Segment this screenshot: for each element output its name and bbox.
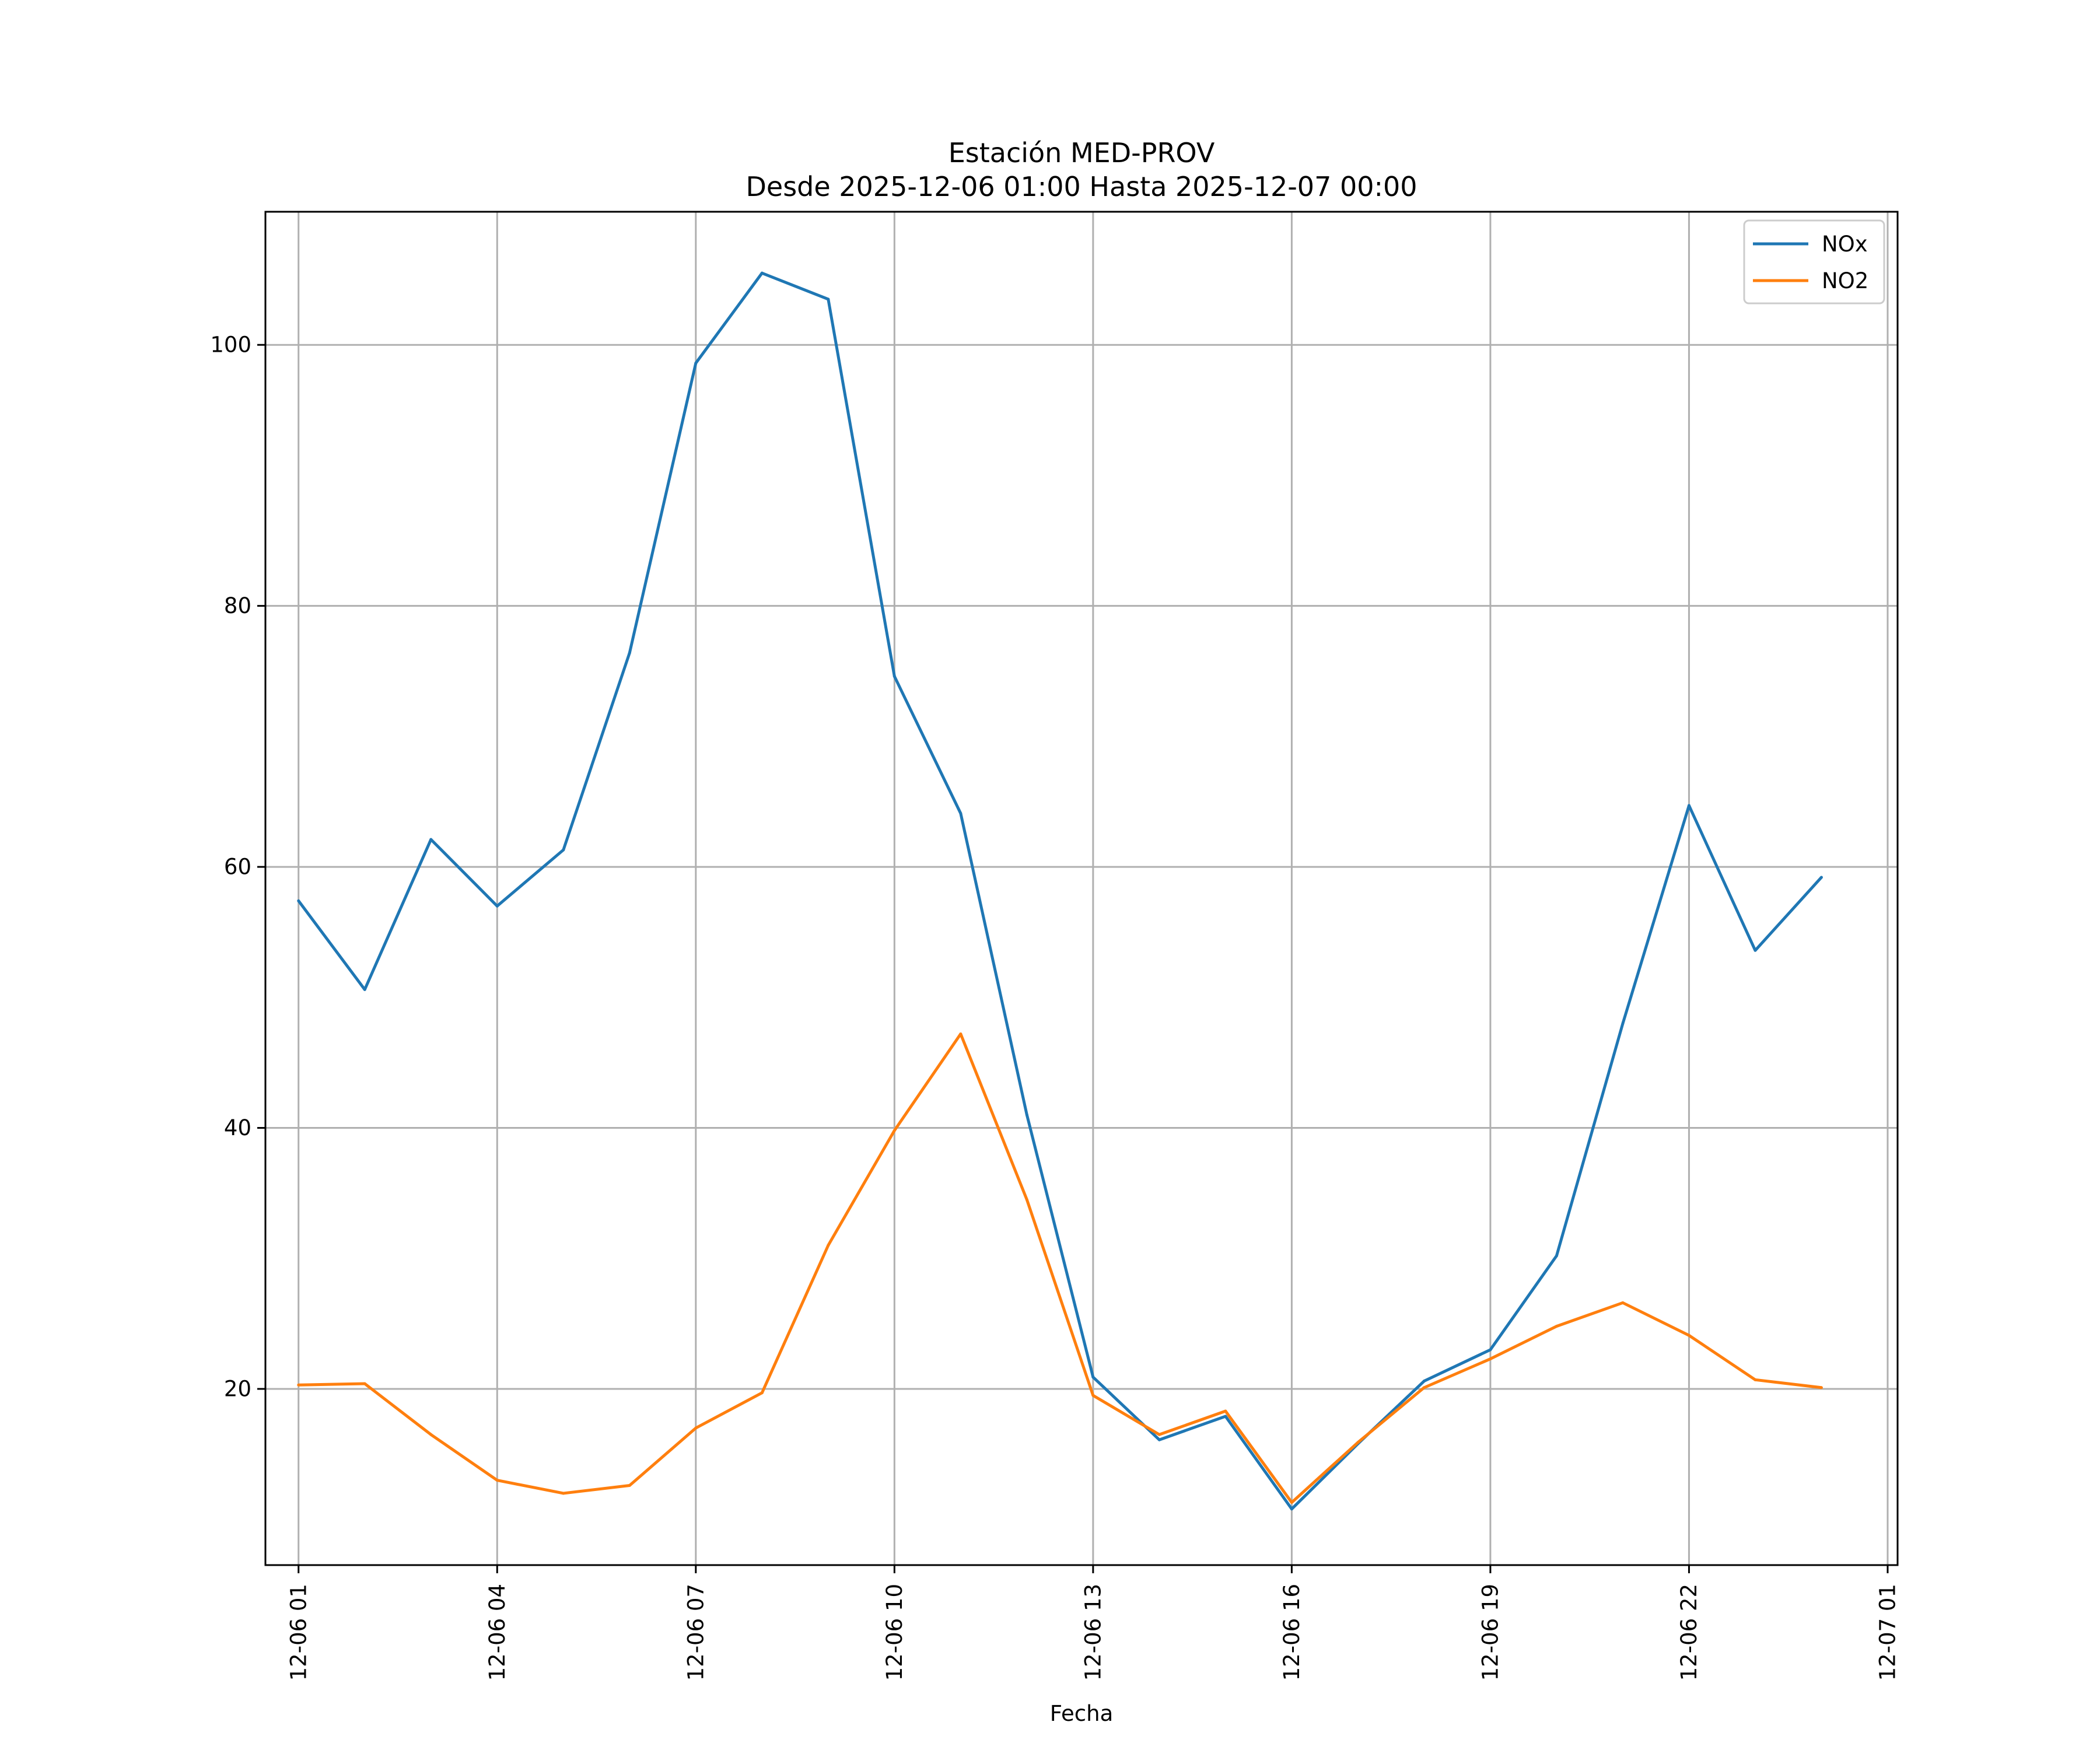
- data-point-no2: [429, 1433, 433, 1436]
- data-point-nox: [363, 988, 366, 991]
- legend-nox-label: NOx: [1822, 232, 1868, 257]
- y-axis: 20 40 60 80 100: [210, 332, 265, 1401]
- y-tick-label: 100: [210, 332, 251, 358]
- data-point-no2: [959, 1032, 963, 1035]
- y-tick-label: 20: [224, 1376, 251, 1401]
- x-tick-label: 12-06 16: [1279, 1584, 1304, 1681]
- data-point-no2: [1489, 1357, 1492, 1361]
- data-point-nox: [429, 838, 433, 841]
- data-point-no2: [495, 1479, 499, 1482]
- x-axis: 12-06 01 12-06 04 12-06 07 12-06 10 12-06 13…: [286, 1565, 1900, 1681]
- data-point-nox: [827, 298, 830, 301]
- legend-box: [1743, 219, 1885, 304]
- data-point-nox: [1422, 1380, 1426, 1383]
- x-tick-label: 12-06 01: [286, 1584, 311, 1681]
- x-tick-label: 12-06 13: [1080, 1584, 1105, 1681]
- data-point-no2: [1025, 1198, 1028, 1202]
- data-point-nox: [1687, 804, 1690, 807]
- y-tick-label: 80: [224, 593, 251, 618]
- data-point-no2: [1422, 1386, 1426, 1390]
- data-point-no2: [1819, 1386, 1823, 1390]
- data-point-no2: [1091, 1394, 1095, 1397]
- data-point-nox: [495, 904, 499, 908]
- data-point-nox: [1621, 1022, 1625, 1026]
- data-point-nox: [959, 811, 963, 815]
- data-point-nox: [1819, 876, 1823, 879]
- data-point-no2: [1356, 1441, 1360, 1444]
- chart-title: Estación MED-PROV: [949, 137, 1215, 169]
- grid: [265, 212, 1898, 1565]
- data-point-no2: [827, 1244, 830, 1247]
- data-point-no2: [363, 1382, 366, 1385]
- data-point-nox: [628, 651, 631, 654]
- legend: NOx NO2: [1743, 219, 1885, 304]
- data-point-no2: [1224, 1409, 1227, 1413]
- x-tick-label: 12-06 07: [683, 1584, 708, 1681]
- data-point-nox: [1224, 1415, 1227, 1418]
- data-point-no2: [760, 1391, 764, 1395]
- y-tick-label: 40: [224, 1115, 251, 1140]
- data-point-nox: [562, 848, 565, 852]
- x-tick-label: 12-06 19: [1478, 1584, 1503, 1681]
- data-point-no2: [1754, 1378, 1757, 1381]
- data-point-nox: [297, 899, 300, 902]
- data-point-nox: [1754, 949, 1757, 952]
- series-layer: [297, 271, 1823, 1511]
- data-point-no2: [628, 1484, 631, 1488]
- data-point-no2: [892, 1129, 896, 1132]
- x-tick-label: 12-07 01: [1875, 1584, 1900, 1681]
- series-line-nox: [297, 271, 1823, 1511]
- data-point-no2: [1621, 1301, 1625, 1304]
- data-point-no2: [297, 1383, 300, 1387]
- data-point-nox: [1157, 1438, 1161, 1441]
- plot-frame: [264, 211, 1899, 1566]
- data-point-nox: [1489, 1348, 1492, 1352]
- data-point-nox: [1555, 1254, 1558, 1258]
- x-axis-label: Fecha: [1050, 1701, 1114, 1726]
- data-point-nox: [1290, 1507, 1293, 1511]
- data-point-nox: [694, 362, 698, 365]
- series-line-no2: [298, 1032, 1822, 1504]
- data-point-nox: [1091, 1376, 1095, 1379]
- x-tick-label: 12-06 04: [485, 1584, 510, 1681]
- data-point-no2: [1687, 1334, 1690, 1337]
- x-tick-label: 12-06 10: [882, 1584, 907, 1681]
- data-point-no2: [562, 1492, 565, 1495]
- data-point-nox: [1025, 1113, 1028, 1116]
- data-point-no2: [1157, 1433, 1161, 1436]
- data-point-nox: [892, 674, 896, 678]
- x-tick-label: 12-06 22: [1676, 1584, 1702, 1681]
- data-point-nox: [760, 271, 764, 275]
- data-point-no2: [1290, 1501, 1293, 1504]
- chart-subtitle: Desde 2025-12-06 01:00 Hasta 2025-12-07 …: [746, 171, 1417, 202]
- data-point-no2: [1555, 1325, 1558, 1328]
- data-point-no2: [694, 1426, 698, 1430]
- y-tick-label: 60: [224, 855, 251, 880]
- legend-no2-label: NO2: [1822, 268, 1868, 293]
